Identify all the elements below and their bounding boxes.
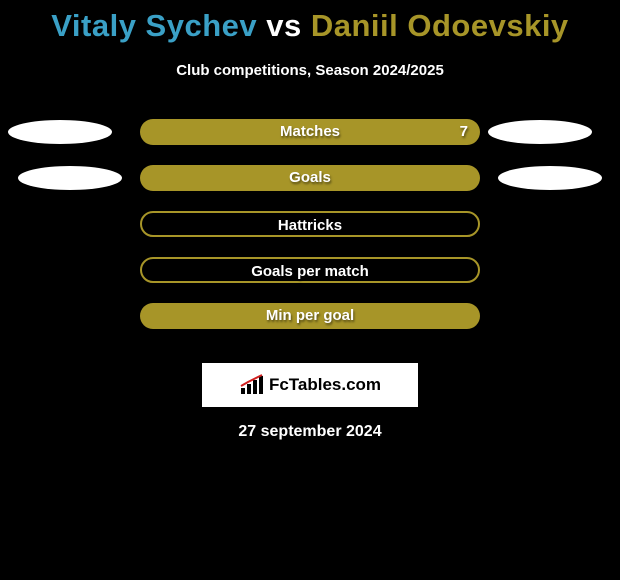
left-oval — [8, 120, 112, 144]
vs-text: vs — [257, 8, 311, 43]
stat-row: Hattricks — [0, 211, 620, 257]
stat-label: Goals — [140, 169, 480, 186]
stat-value-right: 7 — [460, 123, 468, 140]
stat-bar: Hattricks — [140, 211, 480, 237]
stat-label: Goals per match — [142, 263, 478, 280]
stat-row: Matches7 — [0, 119, 620, 165]
player2-name: Daniil Odoevskiy — [311, 8, 569, 43]
logo-text: FcTables.com — [269, 375, 381, 395]
stat-bar: Matches7 — [140, 119, 480, 145]
stat-label: Hattricks — [142, 217, 478, 234]
bar-chart-icon — [239, 374, 265, 396]
stat-bar: Goals per match — [140, 257, 480, 283]
stat-bar: Min per goal — [140, 303, 480, 329]
stat-bar: Goals — [140, 165, 480, 191]
page-title: Vitaly Sychev vs Daniil Odoevskiy — [0, 0, 620, 44]
stat-row: Goals — [0, 165, 620, 211]
player1-name: Vitaly Sychev — [51, 8, 257, 43]
subtitle: Club competitions, Season 2024/2025 — [0, 62, 620, 79]
logo-box: FcTables.com — [202, 363, 418, 407]
stat-row: Min per goal — [0, 303, 620, 349]
left-oval — [18, 166, 122, 190]
stat-label: Min per goal — [140, 307, 480, 324]
stat-label: Matches — [140, 123, 480, 140]
date-text: 27 september 2024 — [0, 423, 620, 441]
stat-row: Goals per match — [0, 257, 620, 303]
stat-rows: Matches7 Goals Hattricks Goals per match Min… — [0, 119, 620, 349]
right-oval — [488, 120, 592, 144]
right-oval — [498, 166, 602, 190]
